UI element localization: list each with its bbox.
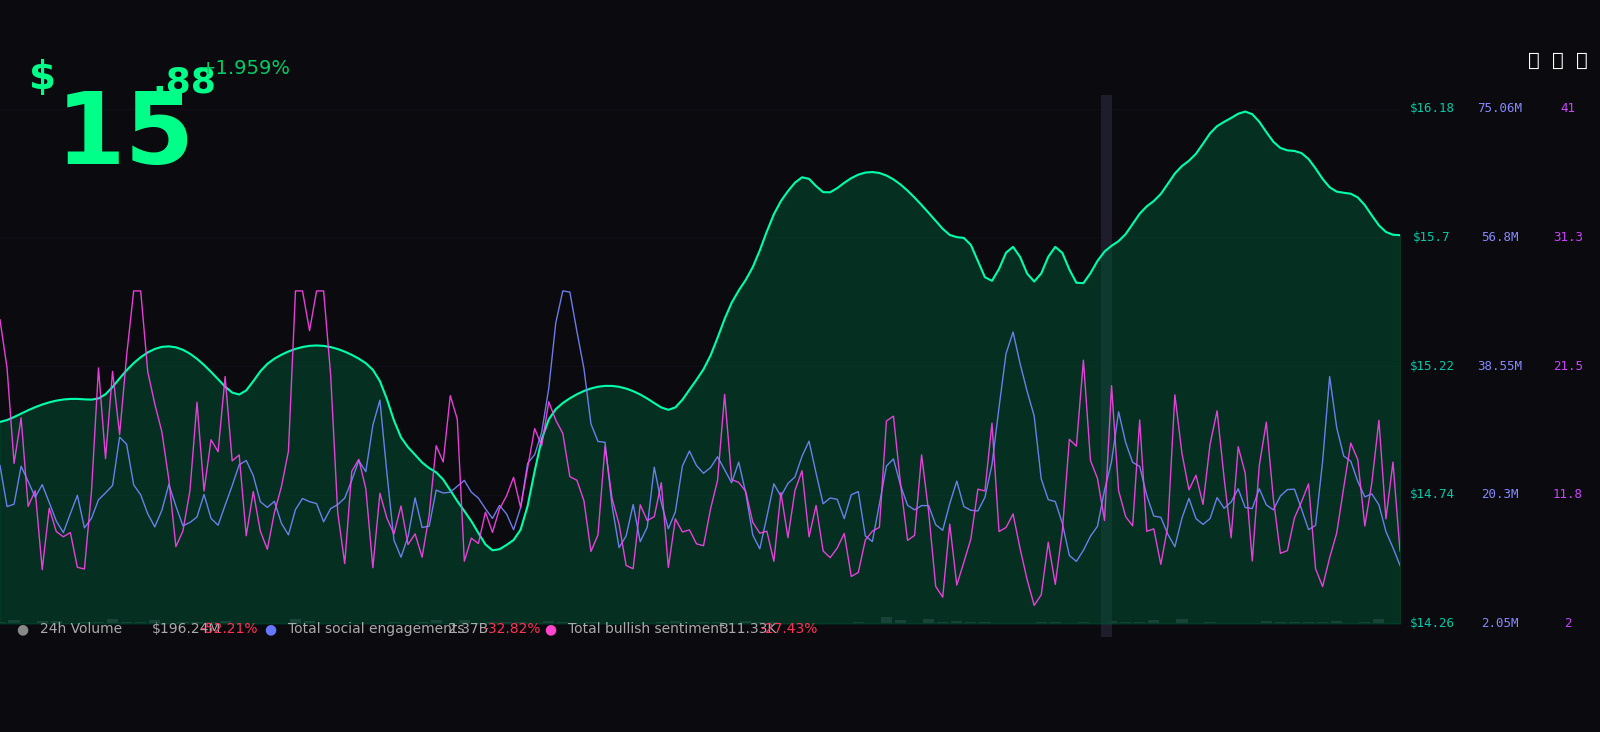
Bar (51, 621, 62, 624)
Bar (1035, 622, 1046, 624)
Text: $15.7: $15.7 (1413, 231, 1451, 244)
Text: 🔄: 🔄 (1576, 51, 1587, 70)
Text: 11.8: 11.8 (1554, 488, 1582, 501)
Bar (389, 622, 400, 624)
Bar (149, 620, 160, 624)
Bar (1331, 621, 1342, 624)
Bar (430, 620, 442, 624)
Bar (205, 622, 216, 624)
Text: 38.55M: 38.55M (1477, 359, 1523, 373)
Bar (853, 622, 864, 624)
Bar (122, 622, 133, 624)
Text: ●: ● (264, 622, 277, 636)
Text: $14.74: $14.74 (1410, 488, 1454, 501)
Text: 📊: 📊 (1552, 51, 1563, 70)
Text: 56.8M: 56.8M (1482, 231, 1518, 244)
Bar (290, 619, 301, 624)
Bar (486, 622, 498, 624)
Bar (1302, 622, 1314, 624)
Text: .88: .88 (152, 66, 216, 100)
Bar (1205, 621, 1216, 624)
Bar (882, 618, 893, 624)
Bar (670, 621, 682, 624)
Text: -52.21%: -52.21% (200, 622, 258, 636)
Bar (1050, 622, 1061, 624)
Bar (219, 621, 230, 624)
Bar (1091, 623, 1102, 624)
Bar (557, 622, 568, 624)
Bar (515, 622, 526, 624)
Bar (1317, 622, 1328, 624)
Bar (938, 621, 949, 624)
Text: ●: ● (544, 622, 557, 636)
Bar (1120, 622, 1131, 624)
Bar (586, 622, 597, 624)
Text: $14.26: $14.26 (1410, 617, 1454, 630)
Text: $: $ (29, 59, 56, 97)
Bar (304, 621, 315, 624)
Text: Total bullish sentiment: Total bullish sentiment (568, 622, 725, 636)
Bar (1134, 622, 1146, 624)
Bar (1360, 622, 1371, 624)
Bar (416, 621, 427, 624)
Bar (107, 619, 118, 624)
Text: 15: 15 (56, 88, 195, 185)
Text: Total social engagements: Total social engagements (288, 622, 464, 636)
Bar (965, 622, 976, 624)
Bar (1346, 623, 1357, 624)
Text: +1.959%: +1.959% (200, 59, 291, 78)
Text: $15.22: $15.22 (1410, 359, 1454, 373)
Text: 2: 2 (1565, 617, 1571, 630)
Bar (1290, 622, 1301, 624)
Bar (894, 621, 906, 624)
Bar (726, 623, 738, 624)
Bar (78, 622, 90, 624)
Bar (950, 621, 962, 624)
Bar (192, 622, 203, 624)
Bar (600, 623, 611, 624)
Text: 21.5: 21.5 (1554, 359, 1582, 373)
Bar (1275, 622, 1286, 624)
Bar (1373, 619, 1384, 624)
Bar (797, 623, 808, 624)
Text: 311.33K: 311.33K (720, 622, 778, 636)
Text: 31.3: 31.3 (1554, 231, 1582, 244)
Bar (37, 621, 48, 624)
Text: -27.43%: -27.43% (760, 622, 818, 636)
Text: 20.3M: 20.3M (1482, 488, 1518, 501)
Bar (1261, 621, 1272, 624)
Text: 41: 41 (1560, 102, 1576, 115)
Bar (1106, 621, 1117, 624)
Bar (501, 621, 512, 624)
Bar (8, 620, 19, 624)
Text: ●: ● (16, 622, 29, 636)
Bar (923, 619, 934, 624)
Bar (656, 621, 667, 624)
Bar (93, 622, 104, 624)
Text: 2.37B: 2.37B (448, 622, 488, 636)
Bar (134, 622, 146, 624)
Text: -32.82%: -32.82% (483, 622, 541, 636)
Bar (459, 621, 470, 624)
Bar (542, 621, 554, 624)
Text: $16.18: $16.18 (1410, 102, 1454, 115)
Bar (1008, 622, 1019, 624)
Bar (979, 622, 990, 624)
Bar (768, 621, 779, 624)
Bar (741, 621, 752, 624)
Bar (754, 622, 765, 624)
Bar (1149, 620, 1160, 624)
Text: $196.24M: $196.24M (152, 622, 221, 636)
Bar (178, 622, 189, 624)
Text: 75.06M: 75.06M (1477, 102, 1523, 115)
Bar (1078, 622, 1090, 624)
Text: 2.05M: 2.05M (1482, 617, 1518, 630)
Text: 🔔: 🔔 (1528, 51, 1539, 70)
Bar (698, 621, 709, 624)
Text: 24h Volume: 24h Volume (40, 622, 122, 636)
Bar (1176, 619, 1187, 624)
Bar (712, 622, 723, 624)
Bar (0, 621, 6, 624)
